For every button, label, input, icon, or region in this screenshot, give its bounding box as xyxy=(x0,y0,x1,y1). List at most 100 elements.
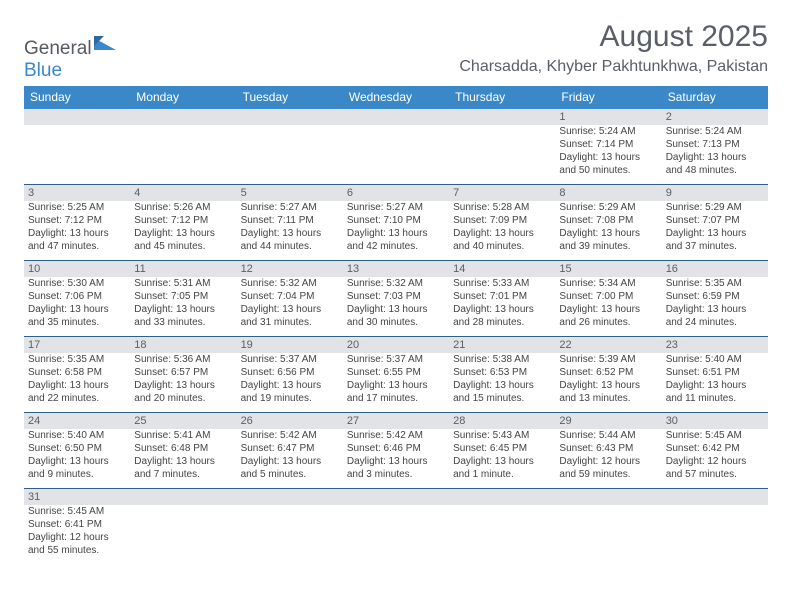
day-number xyxy=(449,109,555,125)
daylight-text: Daylight: 13 hours xyxy=(347,304,445,317)
col-header: Tuesday xyxy=(237,86,343,109)
calendar-cell: 31Sunrise: 5:45 AMSunset: 6:41 PMDayligh… xyxy=(24,489,130,565)
daylight-text: Daylight: 13 hours xyxy=(666,152,764,165)
daylight-text: and 1 minute. xyxy=(453,469,551,482)
day-details: Sunrise: 5:37 AMSunset: 6:55 PMDaylight:… xyxy=(343,353,449,407)
calendar-cell xyxy=(24,109,130,185)
calendar-row: 10Sunrise: 5:30 AMSunset: 7:06 PMDayligh… xyxy=(24,261,768,337)
daylight-text: and 28 minutes. xyxy=(453,317,551,330)
sunrise-text: Sunrise: 5:24 AM xyxy=(666,126,764,139)
sunrise-text: Sunrise: 5:40 AM xyxy=(666,354,764,367)
calendar-row: 31Sunrise: 5:45 AMSunset: 6:41 PMDayligh… xyxy=(24,489,768,565)
daylight-text: and 39 minutes. xyxy=(559,241,657,254)
sunset-text: Sunset: 6:50 PM xyxy=(28,443,126,456)
sunrise-text: Sunrise: 5:36 AM xyxy=(134,354,232,367)
day-number: 20 xyxy=(343,337,449,353)
day-number: 26 xyxy=(237,413,343,429)
daylight-text: Daylight: 13 hours xyxy=(134,380,232,393)
sunrise-text: Sunrise: 5:32 AM xyxy=(347,278,445,291)
day-number xyxy=(449,489,555,505)
sunrise-text: Sunrise: 5:34 AM xyxy=(559,278,657,291)
brand-part2: Blue xyxy=(24,60,62,81)
sunset-text: Sunset: 7:10 PM xyxy=(347,215,445,228)
daylight-text: Daylight: 13 hours xyxy=(559,304,657,317)
day-details: Sunrise: 5:41 AMSunset: 6:48 PMDaylight:… xyxy=(130,429,236,483)
calendar-cell xyxy=(343,489,449,565)
daylight-text: Daylight: 13 hours xyxy=(453,304,551,317)
calendar-cell: 12Sunrise: 5:32 AMSunset: 7:04 PMDayligh… xyxy=(237,261,343,337)
page-title: August 2025 xyxy=(600,20,768,54)
daylight-text: and 11 minutes. xyxy=(666,393,764,406)
day-number: 19 xyxy=(237,337,343,353)
col-header: Saturday xyxy=(662,86,768,109)
sunset-text: Sunset: 6:51 PM xyxy=(666,367,764,380)
calendar-row: 17Sunrise: 5:35 AMSunset: 6:58 PMDayligh… xyxy=(24,337,768,413)
sunrise-text: Sunrise: 5:45 AM xyxy=(666,430,764,443)
day-number: 18 xyxy=(130,337,236,353)
daylight-text: and 3 minutes. xyxy=(347,469,445,482)
day-number: 9 xyxy=(662,185,768,201)
daylight-text: and 57 minutes. xyxy=(666,469,764,482)
sunset-text: Sunset: 7:12 PM xyxy=(28,215,126,228)
calendar-cell: 16Sunrise: 5:35 AMSunset: 6:59 PMDayligh… xyxy=(662,261,768,337)
calendar-cell: 9Sunrise: 5:29 AMSunset: 7:07 PMDaylight… xyxy=(662,185,768,261)
col-header: Thursday xyxy=(449,86,555,109)
sunset-text: Sunset: 6:58 PM xyxy=(28,367,126,380)
daylight-text: and 42 minutes. xyxy=(347,241,445,254)
day-details: Sunrise: 5:24 AMSunset: 7:13 PMDaylight:… xyxy=(662,125,768,179)
day-number: 5 xyxy=(237,185,343,201)
day-details: Sunrise: 5:40 AMSunset: 6:50 PMDaylight:… xyxy=(24,429,130,483)
day-number: 27 xyxy=(343,413,449,429)
sunrise-text: Sunrise: 5:43 AM xyxy=(453,430,551,443)
daylight-text: Daylight: 13 hours xyxy=(666,380,764,393)
day-number: 3 xyxy=(24,185,130,201)
day-details: Sunrise: 5:38 AMSunset: 6:53 PMDaylight:… xyxy=(449,353,555,407)
daylight-text: and 24 minutes. xyxy=(666,317,764,330)
daylight-text: Daylight: 13 hours xyxy=(559,152,657,165)
daylight-text: and 45 minutes. xyxy=(134,241,232,254)
sunrise-text: Sunrise: 5:30 AM xyxy=(28,278,126,291)
calendar-row: 1Sunrise: 5:24 AMSunset: 7:14 PMDaylight… xyxy=(24,109,768,185)
calendar-cell: 29Sunrise: 5:44 AMSunset: 6:43 PMDayligh… xyxy=(555,413,661,489)
calendar-cell xyxy=(237,109,343,185)
calendar-cell xyxy=(555,489,661,565)
calendar-cell: 4Sunrise: 5:26 AMSunset: 7:12 PMDaylight… xyxy=(130,185,236,261)
calendar-cell xyxy=(449,109,555,185)
daylight-text: Daylight: 13 hours xyxy=(347,380,445,393)
calendar-cell: 14Sunrise: 5:33 AMSunset: 7:01 PMDayligh… xyxy=(449,261,555,337)
sunset-text: Sunset: 7:12 PM xyxy=(134,215,232,228)
daylight-text: and 15 minutes. xyxy=(453,393,551,406)
day-details: Sunrise: 5:30 AMSunset: 7:06 PMDaylight:… xyxy=(24,277,130,331)
col-header: Wednesday xyxy=(343,86,449,109)
day-details: Sunrise: 5:45 AMSunset: 6:42 PMDaylight:… xyxy=(662,429,768,483)
day-number: 15 xyxy=(555,261,661,277)
day-number: 28 xyxy=(449,413,555,429)
daylight-text: and 59 minutes. xyxy=(559,469,657,482)
brand-part1: General xyxy=(24,38,92,59)
calendar-header-row: Sunday Monday Tuesday Wednesday Thursday… xyxy=(24,86,768,109)
daylight-text: and 26 minutes. xyxy=(559,317,657,330)
calendar-cell: 23Sunrise: 5:40 AMSunset: 6:51 PMDayligh… xyxy=(662,337,768,413)
daylight-text: and 5 minutes. xyxy=(241,469,339,482)
sunrise-text: Sunrise: 5:42 AM xyxy=(347,430,445,443)
calendar-table: Sunday Monday Tuesday Wednesday Thursday… xyxy=(24,86,768,565)
calendar-cell: 26Sunrise: 5:42 AMSunset: 6:47 PMDayligh… xyxy=(237,413,343,489)
sunset-text: Sunset: 7:05 PM xyxy=(134,291,232,304)
calendar-cell: 6Sunrise: 5:27 AMSunset: 7:10 PMDaylight… xyxy=(343,185,449,261)
calendar-cell: 2Sunrise: 5:24 AMSunset: 7:13 PMDaylight… xyxy=(662,109,768,185)
location-text: Charsadda, Khyber Pakhtunkhwa, Pakistan xyxy=(459,58,768,76)
sunrise-text: Sunrise: 5:35 AM xyxy=(666,278,764,291)
daylight-text: Daylight: 13 hours xyxy=(559,380,657,393)
daylight-text: Daylight: 13 hours xyxy=(28,304,126,317)
sunset-text: Sunset: 6:45 PM xyxy=(453,443,551,456)
day-number xyxy=(662,489,768,505)
sunrise-text: Sunrise: 5:39 AM xyxy=(559,354,657,367)
calendar-cell: 28Sunrise: 5:43 AMSunset: 6:45 PMDayligh… xyxy=(449,413,555,489)
daylight-text: Daylight: 13 hours xyxy=(666,228,764,241)
sunrise-text: Sunrise: 5:26 AM xyxy=(134,202,232,215)
day-details: Sunrise: 5:39 AMSunset: 6:52 PMDaylight:… xyxy=(555,353,661,407)
sunset-text: Sunset: 6:41 PM xyxy=(28,519,126,532)
sunset-text: Sunset: 7:07 PM xyxy=(666,215,764,228)
sunrise-text: Sunrise: 5:25 AM xyxy=(28,202,126,215)
sunset-text: Sunset: 7:08 PM xyxy=(559,215,657,228)
